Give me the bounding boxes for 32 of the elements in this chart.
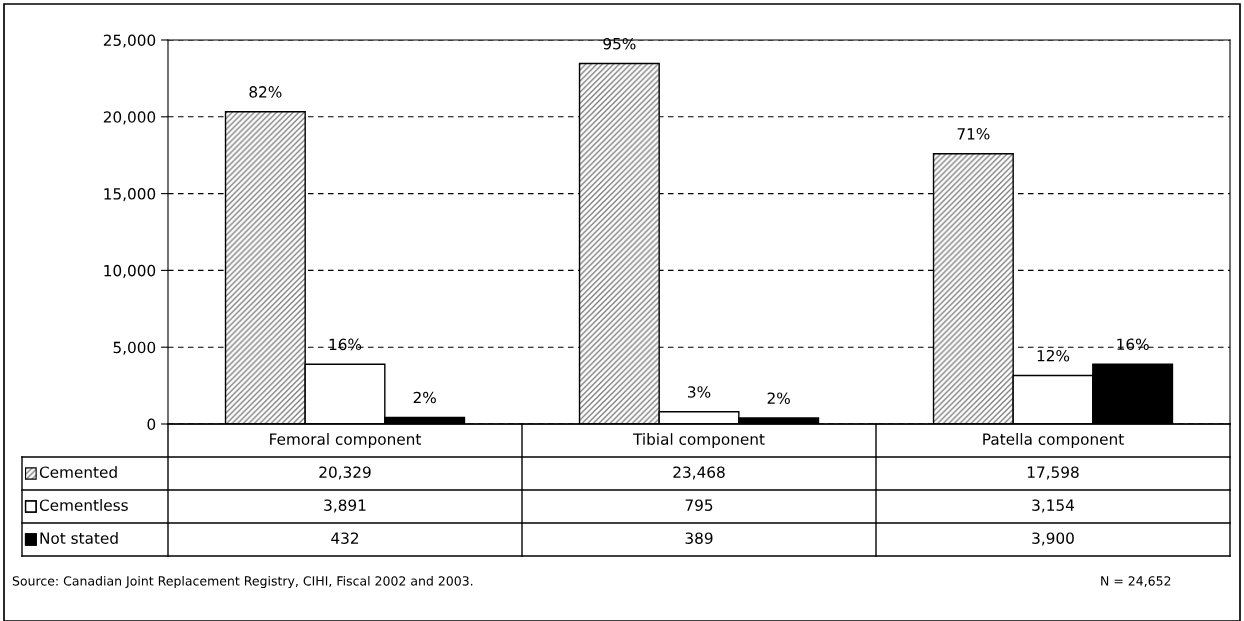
- data-label: 432: [331, 532, 359, 544]
- legend-label: Cementless: [39, 499, 128, 511]
- annotation: 71%: [957, 128, 990, 140]
- x-tick-label: Patella component: [983, 433, 1124, 448]
- legend-label: Cemented: [39, 466, 117, 478]
- annotation: 16%: [329, 338, 362, 351]
- data-label: 3,900: [1032, 532, 1074, 546]
- text: N = 24,652: [1101, 576, 1171, 587]
- y-tick-label: 15,000: [104, 188, 156, 202]
- y-tick-label: 5,000: [113, 341, 156, 355]
- x-tick-label: Femoral component: [270, 433, 422, 448]
- annotation: 12%: [1037, 349, 1070, 362]
- data-label: 17,598: [1027, 466, 1079, 480]
- y-tick-label: 10,000: [104, 264, 156, 278]
- data-label: 20,329: [319, 466, 371, 480]
- data-label: 3,891: [324, 499, 366, 513]
- y-tick-label: 0: [147, 418, 156, 431]
- data-label: 795: [685, 499, 713, 511]
- annotation: 16%: [1117, 338, 1149, 351]
- annotation: 3%: [688, 386, 711, 398]
- source-note: Source: Canadian Joint Replacement Registry, CIHI, Fiscal 2002 and 2003.: [12, 575, 473, 589]
- x-tick-label: Tibial component: [632, 433, 765, 448]
- annotation: 2%: [767, 392, 790, 404]
- data-label: 3,154: [1032, 499, 1075, 513]
- data-label: 389: [685, 532, 713, 544]
- annotation: 82%: [249, 86, 282, 98]
- annotation: 2%: [413, 391, 436, 404]
- annotation: 95%: [603, 37, 636, 50]
- legend-label: Not stated: [40, 532, 118, 544]
- y-tick-label: 25,000: [103, 34, 156, 48]
- data-label: 23,468: [673, 466, 725, 480]
- y-tick-label: 20,000: [103, 111, 156, 125]
